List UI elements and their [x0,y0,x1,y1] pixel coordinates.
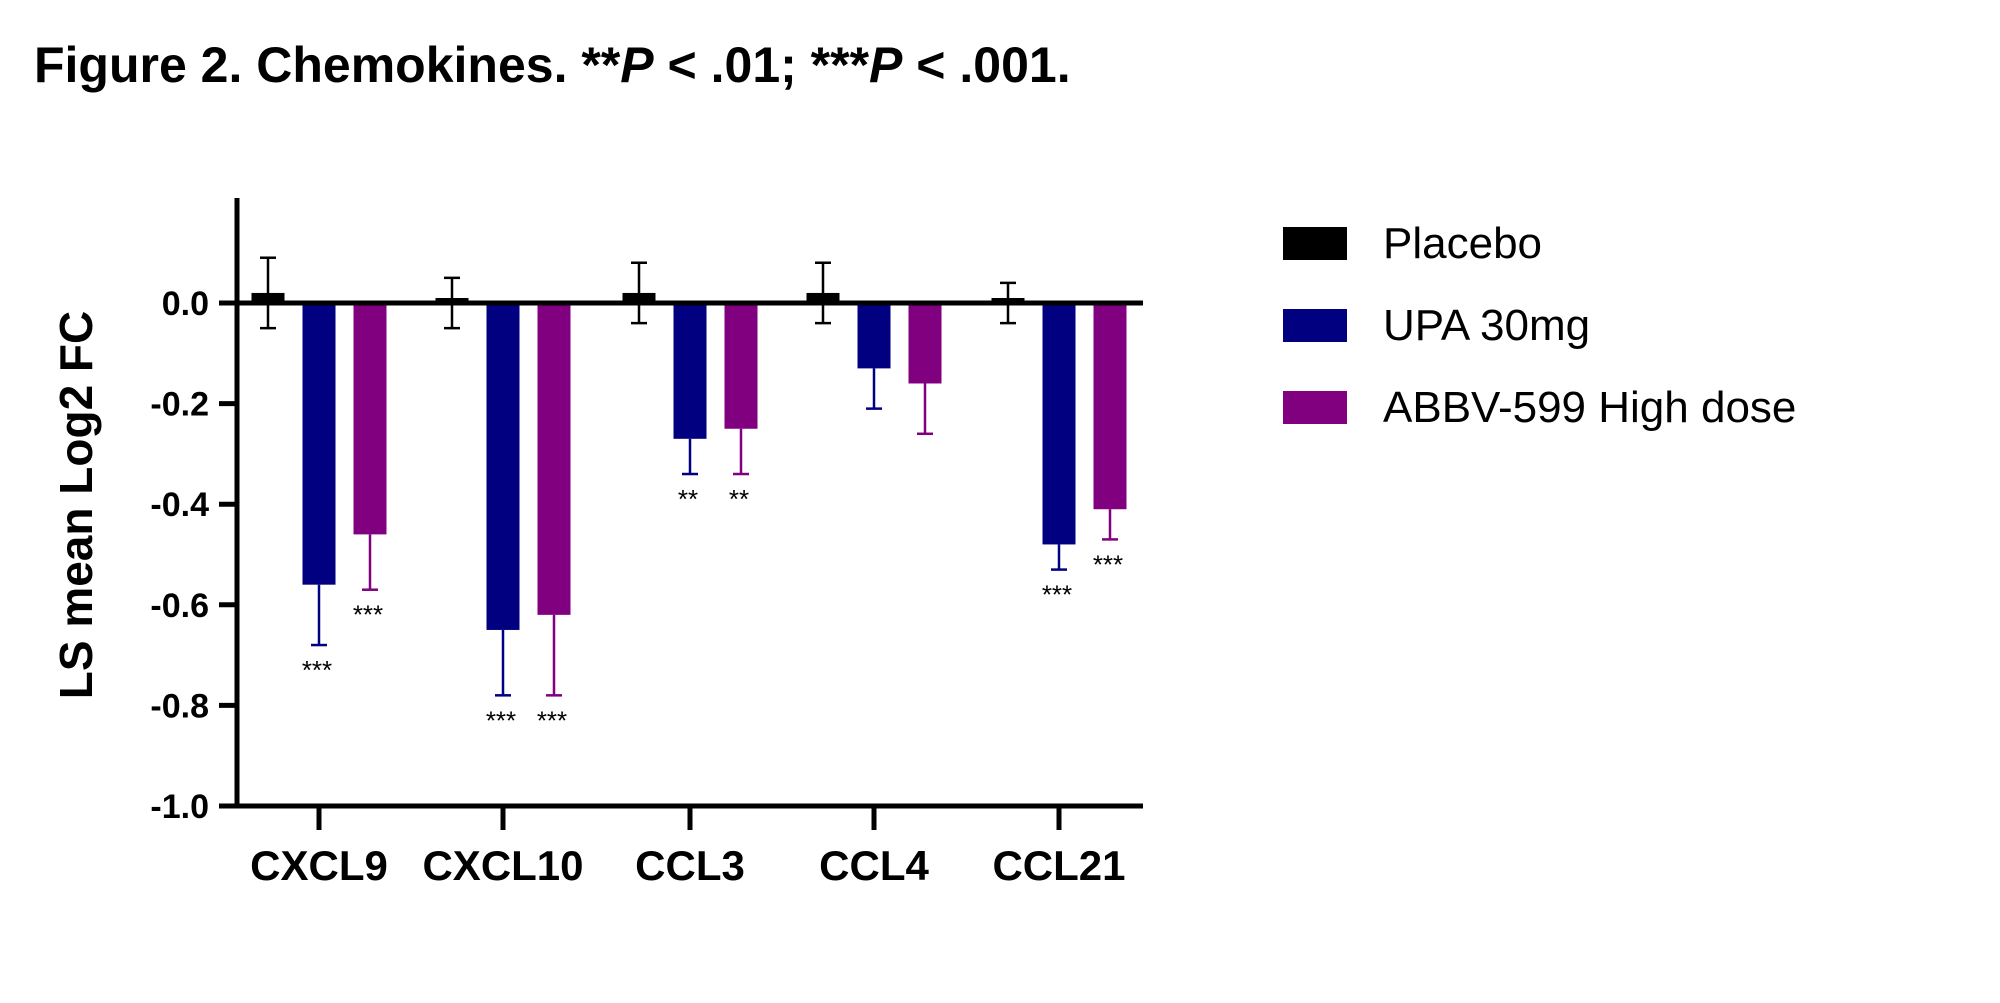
bar-upa-30mg-ccl21 [1042,303,1076,545]
legend-label-1: UPA 30mg [1383,301,1590,350]
legend: Placebo UPA 30mg ABBV-599 High dose [1283,219,1796,432]
figure-caption: Figure 2. Chemokines. **P < .01; ***P < … [34,36,1071,94]
bar-upa-30mg-cxcl9 [302,303,336,585]
x-tick-label-ccl4: CCL4 [819,842,929,889]
significance-mark-cxcl9-2: *** [353,600,383,630]
bar-abbv-599-high-dose-cxcl10 [537,303,571,615]
y-tick-label-3: -0.6 [150,587,209,625]
bar-abbv-599-high-dose-ccl21 [1093,303,1127,510]
caption-mid: < .01; *** [653,37,870,93]
caption-prefix: Figure 2. Chemokines. ** [34,37,621,93]
bar-abbv-599-high-dose-cxcl9 [353,303,387,535]
legend-swatch-1 [1283,309,1347,342]
bar-abbv-599-high-dose-ccl4 [908,303,942,384]
bar-upa-30mg-cxcl10 [486,303,520,630]
plot-error-bars [260,256,1118,697]
caption-p-italic-1: P [620,37,654,93]
x-tick-label-ccl3: CCL3 [635,842,745,889]
y-tick-label-0: 0.0 [162,285,209,323]
y-tick-label-4: -0.8 [150,687,209,725]
significance-mark-ccl21-1: *** [1042,580,1072,610]
y-tick-label-5: -1.0 [150,788,209,826]
legend-label-2: ABBV-599 High dose [1383,383,1796,432]
plot-significance-marks: ********************** [302,484,1123,735]
plot-axes [219,198,1143,830]
bar-upa-30mg-ccl3 [673,303,707,439]
caption-p-italic-2: P [869,37,903,93]
x-tick-label-ccl21: CCL21 [992,842,1125,889]
x-tick-label-cxcl10: CXCL10 [422,842,583,889]
bar-upa-30mg-ccl4 [857,303,891,369]
significance-mark-ccl3-2: ** [729,484,749,514]
y-tick-label-2: -0.4 [150,486,209,524]
caption-suffix: < .001. [902,37,1071,93]
legend-swatch-0 [1283,227,1347,260]
legend-swatch-2 [1283,391,1347,424]
legend-label-0: Placebo [1383,219,1542,268]
y-axis-label: LS mean Log2 FC [50,311,102,699]
bar-abbv-599-high-dose-ccl3 [724,303,758,429]
significance-mark-cxcl9-1: *** [302,655,332,685]
plot-tick-labels: 0.0 -0.2 -0.4 -0.6 -0.8 -1.0 CXCL9 CXCL10 CCL3 CC… [150,285,1125,889]
significance-mark-ccl21-2: *** [1093,549,1123,579]
significance-mark-cxcl10-2: *** [537,705,567,735]
x-tick-label-cxcl9: CXCL9 [250,842,388,889]
significance-mark-cxcl10-1: *** [486,705,516,735]
y-tick-label-1: -0.2 [150,386,209,424]
plot-bars [251,292,1127,630]
significance-mark-ccl3-1: ** [678,484,698,514]
